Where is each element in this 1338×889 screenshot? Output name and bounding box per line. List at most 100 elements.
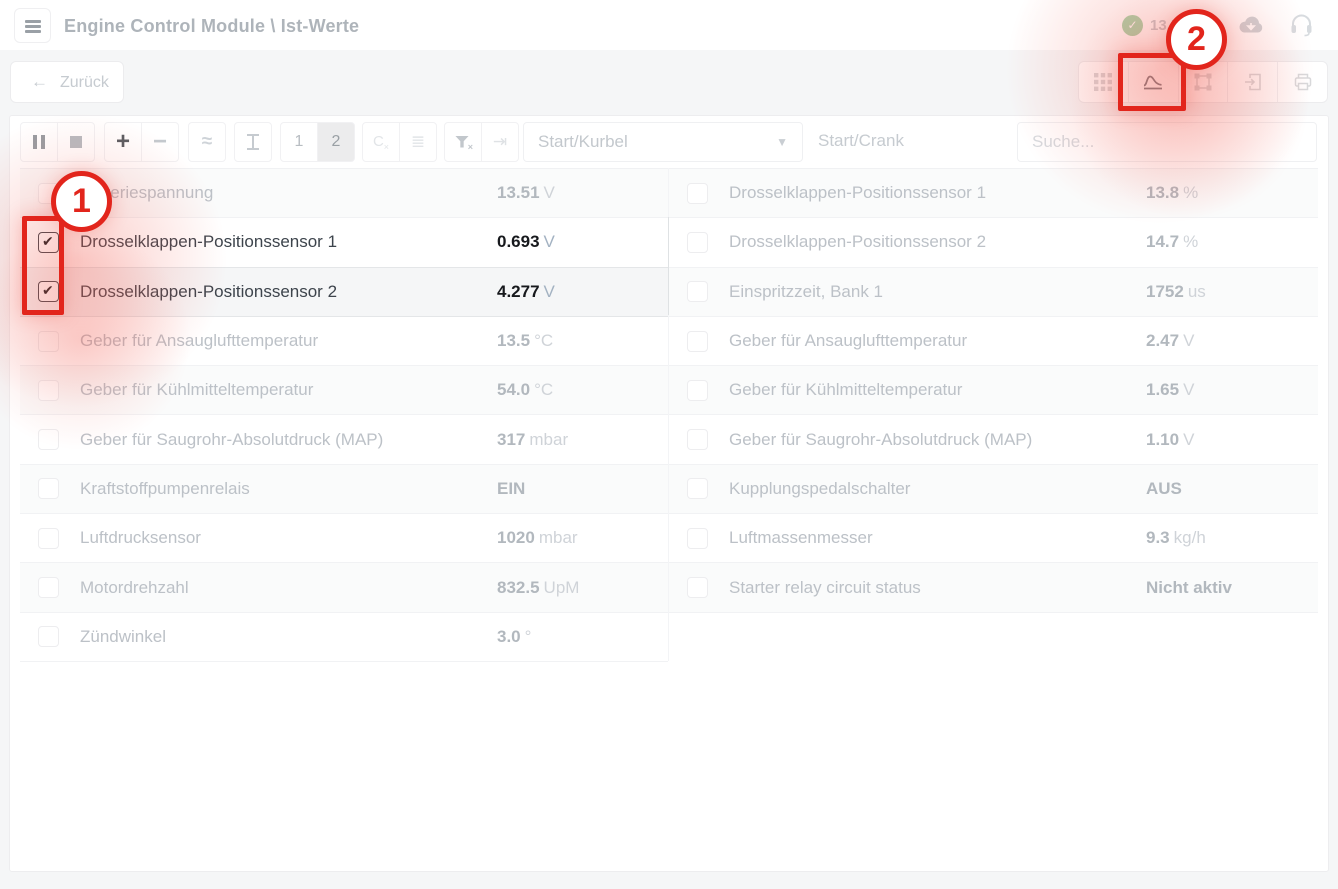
add-button[interactable]: + <box>104 122 142 162</box>
grid-view-button[interactable] <box>1079 62 1129 102</box>
row-value: 9.3 kg/h <box>1146 528 1206 548</box>
filter-reset-button[interactable]: × <box>444 122 482 162</box>
print-icon <box>1294 73 1311 91</box>
row-value-unit: V <box>1183 380 1195 400</box>
row-value-number: 2.47 <box>1146 331 1180 351</box>
row-value: 14.7% <box>1146 232 1198 252</box>
row-value: 4.277 V <box>497 282 555 302</box>
row-checkbox[interactable] <box>38 281 59 303</box>
table-row[interactable]: Kraftstoffpumpenrelais EIN <box>20 464 668 515</box>
print-button[interactable] <box>1278 62 1327 102</box>
table-row[interactable]: Drosselklappen-Positionssensor 2 14.7% <box>669 218 1318 268</box>
row-checkbox[interactable] <box>687 478 708 500</box>
row-checkbox[interactable] <box>687 182 708 204</box>
back-button[interactable]: ← Zurück <box>10 61 124 103</box>
row-checkbox[interactable] <box>38 330 59 352</box>
table-row[interactable]: Luftdrucksensor 1020 mbar <box>20 514 668 564</box>
table-row[interactable]: Zündwinkel 3.0 ° <box>20 612 668 662</box>
table-row[interactable]: Luftmassenmesser 9.3 kg/h <box>669 514 1318 564</box>
row-label: Einspritzzeit, Bank 1 <box>729 281 884 301</box>
row-value-unit: ° <box>524 626 532 646</box>
row-checkbox[interactable] <box>38 231 59 253</box>
row-label: Luftdrucksensor <box>80 528 201 548</box>
row-checkbox[interactable] <box>38 478 59 500</box>
row-checkbox[interactable] <box>38 429 59 451</box>
row-value-number: 13.8 <box>1146 183 1180 203</box>
view-switch-toolbar <box>1078 61 1328 103</box>
row-label: Kupplungspedalschalter <box>729 478 911 498</box>
row-value: AUS <box>1146 479 1186 499</box>
stop-button[interactable] <box>57 122 95 162</box>
row-label: Drosselklappen-Positionssensor 1 <box>80 232 338 252</box>
row-checkbox[interactable] <box>38 577 59 599</box>
selection-view-button[interactable] <box>1179 62 1229 102</box>
search-input[interactable] <box>1017 122 1317 162</box>
table-row[interactable]: Geber für Kühlmitteltemperatur 54.0 °C <box>20 366 668 416</box>
row-label: Geber für Ansauglufttemperatur <box>729 331 968 351</box>
table-row[interactable]: Geber für Ansauglufttemperatur 13.5 °C <box>20 316 668 367</box>
export-icon <box>1244 73 1261 91</box>
row-value: 1.10 V <box>1146 430 1194 450</box>
row-checkbox[interactable] <box>38 626 59 648</box>
clear-button[interactable]: C× <box>362 122 400 162</box>
row-checkbox[interactable] <box>687 379 708 401</box>
jump-end-button[interactable]: ⇥ <box>481 122 519 162</box>
table-row[interactable]: Geber für Kühlmitteltemperatur 1.65 V <box>669 366 1318 416</box>
row-value-number: 0.693 <box>497 232 540 252</box>
table-row[interactable]: Kupplungspedalschalter AUS <box>669 464 1318 515</box>
cloud-download-icon[interactable] <box>1238 15 1264 35</box>
row-value-unit: V <box>543 232 555 252</box>
smooth-curve-button[interactable]: ≈ <box>188 122 226 162</box>
row-checkbox[interactable] <box>687 330 708 352</box>
table-row[interactable]: Batteriespannung 13.51 V <box>20 169 668 219</box>
table-row[interactable]: Motordrehzahl 832.5 UpM <box>20 563 668 613</box>
list-button[interactable]: ≣ <box>399 122 437 162</box>
table-row[interactable]: Drosselklappen-Positionssensor 1 13.8% <box>669 169 1318 219</box>
row-label: Geber für Ansauglufttemperatur <box>80 331 319 351</box>
breadcrumb-title: Engine Control Module \ Ist-Werte <box>64 16 360 36</box>
table-row[interactable]: Einspritzzeit, Bank 1 1752 us <box>669 267 1318 317</box>
right-values-column: Drosselklappen-Positionssensor 1 13.8% D… <box>669 168 1318 613</box>
page-1-button[interactable]: 1 <box>280 122 318 162</box>
row-checkbox[interactable] <box>687 281 708 303</box>
row-value: EIN <box>497 479 529 499</box>
row-checkbox[interactable] <box>687 527 708 549</box>
row-value: 1752 us <box>1146 282 1206 302</box>
page-2-button[interactable]: 2 <box>317 122 355 162</box>
row-checkbox[interactable] <box>38 182 59 204</box>
row-checkbox[interactable] <box>687 231 708 253</box>
row-value: 13.5 °C <box>497 331 553 351</box>
clear-icon: C× <box>372 132 390 152</box>
row-checkbox[interactable] <box>687 577 708 599</box>
table-row[interactable]: Starter relay circuit status Nicht aktiv <box>669 563 1318 613</box>
row-value: 317 mbar <box>497 430 568 450</box>
row-checkbox[interactable] <box>38 527 59 549</box>
table-row[interactable]: Geber für Saugrohr-Absolutdruck (MAP) 31… <box>20 415 668 465</box>
row-value-number: 832.5 <box>497 577 540 597</box>
row-value-number: 13.5 <box>497 331 531 351</box>
row-checkbox[interactable] <box>687 429 708 451</box>
row-label: Starter relay circuit status <box>729 577 921 597</box>
row-value-number: AUS <box>1146 478 1182 498</box>
export-button[interactable] <box>1228 62 1279 102</box>
remove-button[interactable]: − <box>141 122 179 162</box>
row-value-unit: % <box>1183 232 1199 252</box>
page-1-label: 1 <box>294 133 304 150</box>
group-dropdown[interactable]: Start/Kurbel ▼ <box>523 122 803 162</box>
row-value-number: EIN <box>497 478 526 498</box>
row-checkbox[interactable] <box>38 379 59 401</box>
menu-button[interactable] <box>14 8 51 43</box>
row-value-unit: kg/h <box>1173 528 1206 548</box>
row-value-number: 14.7 <box>1146 232 1180 252</box>
headset-icon[interactable] <box>1290 13 1313 37</box>
connection-ok-icon: ✓ <box>1122 15 1143 36</box>
pause-button[interactable] <box>20 122 58 162</box>
scale-height-button[interactable] <box>234 122 272 162</box>
table-row[interactable]: Geber für Saugrohr-Absolutdruck (MAP) 1.… <box>669 415 1318 465</box>
table-row[interactable]: Geber für Ansauglufttemperatur 2.47 V <box>669 316 1318 367</box>
row-value-number: 1020 <box>497 528 535 548</box>
chart-view-button[interactable] <box>1128 62 1179 102</box>
